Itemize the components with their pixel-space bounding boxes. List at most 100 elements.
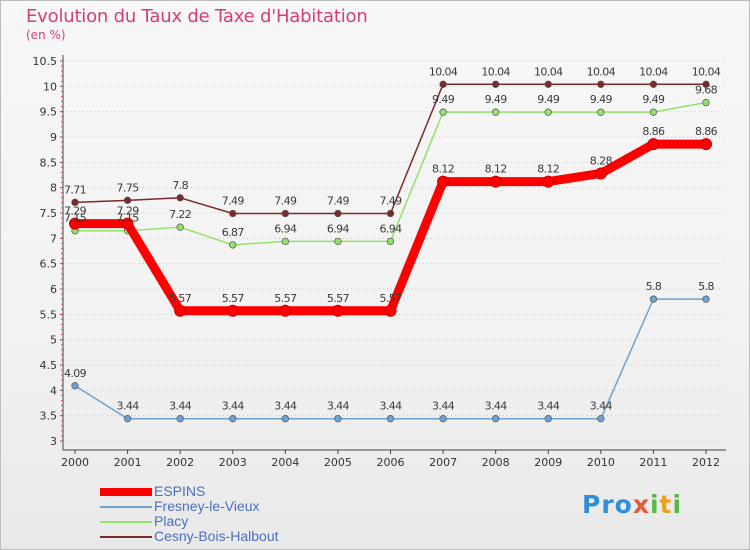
- chart-unit: (en %): [26, 28, 66, 42]
- data-point: [176, 415, 184, 423]
- data-label: 10.04: [534, 65, 563, 78]
- x-tick-label: 2004: [271, 456, 299, 469]
- x-tick-label: 2003: [219, 456, 247, 469]
- data-point: [597, 80, 605, 88]
- legend-swatch: [100, 488, 152, 496]
- data-label: 9.68: [695, 84, 718, 97]
- data-point: [594, 167, 607, 180]
- data-label: 5.8: [698, 280, 714, 293]
- x-tick-label: 2012: [692, 456, 720, 469]
- data-point: [544, 415, 552, 423]
- data-point: [647, 138, 660, 151]
- proxiti-logo: Proxiti: [582, 490, 683, 519]
- data-label: 8.28: [590, 154, 613, 167]
- data-point: [334, 415, 342, 423]
- data-label: 7.71: [64, 183, 86, 196]
- data-label: 8.12: [432, 163, 454, 176]
- x-tick-label: 2010: [587, 456, 615, 469]
- data-label: 5.57: [379, 292, 402, 305]
- data-point: [649, 80, 658, 88]
- legend-label: Fresney-le-Vieux: [154, 498, 260, 514]
- y-tick-label: 6: [50, 283, 57, 296]
- y-tick-label: 4.5: [40, 359, 58, 372]
- data-point: [439, 108, 447, 116]
- data-point: [649, 295, 658, 303]
- data-point: [71, 382, 79, 390]
- data-point: [702, 98, 710, 107]
- data-label: 3.44: [327, 400, 350, 413]
- data-point: [384, 304, 397, 317]
- data-label: 10.04: [429, 65, 458, 78]
- data-label: 10.04: [639, 65, 668, 78]
- y-tick-label: 7: [50, 232, 57, 245]
- data-point: [281, 415, 289, 423]
- data-point: [649, 108, 658, 116]
- x-tick-label: 2002: [166, 456, 194, 469]
- data-label: 9.49: [432, 93, 455, 106]
- data-point: [489, 175, 502, 188]
- data-point: [492, 415, 500, 423]
- data-label: 7.15: [64, 212, 87, 225]
- data-label: 5.57: [274, 292, 297, 305]
- data-point: [386, 415, 395, 423]
- data-point: [121, 217, 134, 230]
- data-point: [386, 209, 395, 218]
- data-label: 3.44: [169, 400, 192, 413]
- y-tick-label: 8: [50, 182, 57, 195]
- data-point: [279, 304, 292, 317]
- data-label: 8.86: [642, 125, 665, 138]
- data-label: 9.49: [642, 93, 665, 106]
- y-tick-label: 8.5: [40, 156, 58, 169]
- data-point: [439, 415, 447, 423]
- data-label: 7.75: [117, 181, 140, 194]
- data-point: [331, 304, 344, 317]
- data-label: 3.44: [590, 400, 613, 413]
- data-label: 8.12: [485, 163, 507, 176]
- data-point: [386, 237, 395, 246]
- y-tick-label: 7.5: [40, 207, 58, 220]
- y-tick-label: 9.5: [40, 106, 58, 119]
- y-tick-label: 6.5: [40, 258, 58, 271]
- data-point: [702, 295, 710, 303]
- data-label: 3.44: [274, 400, 297, 413]
- data-point: [71, 198, 79, 207]
- data-label: 10.04: [692, 65, 721, 78]
- data-label: 7.8: [172, 179, 188, 192]
- x-axis-ticks: 2000 2001 2002 2003 2004 2005 2006 2007 2008 2009…: [61, 450, 720, 469]
- data-point: [334, 209, 342, 218]
- data-point: [281, 209, 289, 218]
- data-label: 3.44: [379, 400, 402, 413]
- data-point: [176, 194, 184, 202]
- legend-swatch: [100, 506, 152, 508]
- data-point: [174, 304, 187, 317]
- data-label: 8.12: [537, 163, 559, 176]
- data-label: 3.44: [432, 400, 455, 413]
- data-label: 7.29: [117, 205, 140, 218]
- data-point: [702, 80, 710, 88]
- series-cesny-bois-halbout: [71, 80, 710, 218]
- data-label: 5.57: [169, 292, 192, 305]
- data-label: 10.04: [587, 65, 616, 78]
- legend-swatch: [100, 521, 152, 523]
- data-label: 3.44: [485, 400, 508, 413]
- y-tick-label: 4: [50, 384, 57, 397]
- data-point: [700, 138, 712, 151]
- legend-label: Placy: [154, 513, 189, 529]
- y-tick-label: 5.5: [40, 308, 58, 321]
- data-point: [437, 175, 450, 188]
- data-point: [492, 108, 500, 116]
- data-label: 7.22: [169, 208, 191, 221]
- x-tick-label: 2009: [534, 456, 562, 469]
- data-point: [281, 237, 289, 246]
- data-point: [334, 237, 342, 246]
- data-label: 6.87: [222, 226, 245, 239]
- data-point: [229, 415, 237, 423]
- series-espins: [69, 138, 712, 317]
- data-label: 3.44: [117, 400, 140, 413]
- data-point: [229, 209, 237, 218]
- data-point: [597, 108, 605, 116]
- data-label: 5.57: [222, 292, 245, 305]
- x-tick-label: 2011: [639, 456, 667, 469]
- data-point: [176, 223, 184, 231]
